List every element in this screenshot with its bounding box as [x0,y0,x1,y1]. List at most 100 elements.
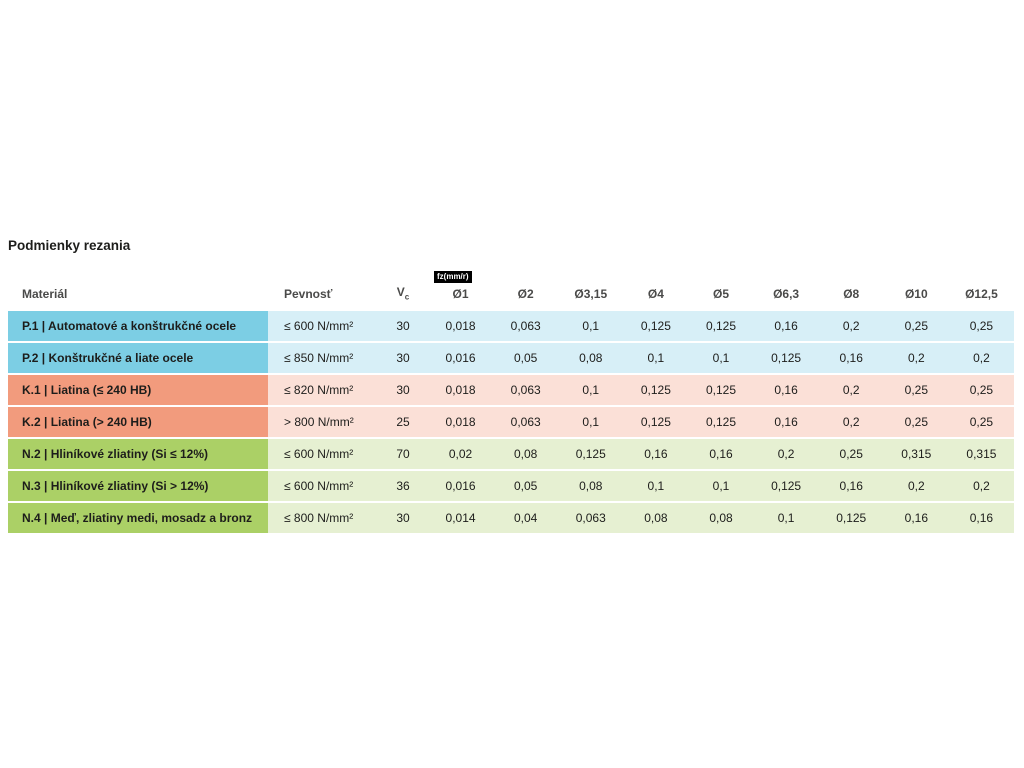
value-cell: 0,1 [623,343,689,374]
vc-cell: 30 [378,375,428,406]
value-cell: 0,08 [558,343,624,374]
table-row: P.2 | Konštrukčné a liate ocele ≤ 850 N/… [8,343,1014,374]
value-cell: 0,1 [753,503,819,534]
value-cell: 0,16 [818,343,884,374]
table-row: K.1 | Liatina (≤ 240 HB) ≤ 820 N/mm² 30 … [8,375,1014,406]
value-cell: 0,16 [753,407,819,438]
strength-cell: > 800 N/mm² [268,407,378,438]
vc-subscript: c [404,292,410,302]
vc-cell: 30 [378,343,428,374]
value-cell: 0,2 [818,375,884,406]
value-cell: 0,16 [948,503,1014,534]
value-cell: 0,1 [558,375,624,406]
value-cell: 0,16 [883,503,949,534]
value-cell: 0,02 [428,439,494,470]
table-row: P.1 | Automatové a konštrukčné ocele ≤ 6… [8,311,1014,342]
strength-cell: ≤ 820 N/mm² [268,375,378,406]
value-cell: 0,1 [558,407,624,438]
header-diameter-3: Ø3,15 [574,287,608,302]
value-cell: 0,08 [493,439,559,470]
cutting-conditions-table: Materiál Pevnosť Vc fz(mm/r) Ø1 Ø2 Ø3,15… [8,271,1014,535]
header-diameter-7: Ø8 [843,287,860,302]
value-cell: 0,063 [493,311,559,342]
vc-label: V [396,285,405,299]
header-diameter-8: Ø10 [904,287,928,302]
material-cell: P.2 | Konštrukčné a liate ocele [8,343,268,374]
value-cell: 0,125 [753,343,819,374]
strength-cell: ≤ 800 N/mm² [268,503,378,534]
value-cell: 0,063 [493,375,559,406]
value-cell: 0,08 [558,471,624,502]
value-cell: 0,16 [753,375,819,406]
strength-cell: ≤ 600 N/mm² [268,439,378,470]
value-cell: 0,016 [428,343,494,374]
header-diameter-4: Ø4 [647,287,664,302]
value-cell: 0,125 [818,503,884,534]
material-cell: K.2 | Liatina (> 240 HB) [8,407,268,438]
value-cell: 0,125 [688,407,754,438]
value-cell: 0,125 [558,439,624,470]
value-cell: 0,16 [688,439,754,470]
material-cell: K.1 | Liatina (≤ 240 HB) [8,375,268,406]
vc-cell: 30 [378,503,428,534]
table-row: N.3 | Hliníkové zliatiny (Si > 12%) ≤ 60… [8,471,1014,502]
value-cell: 0,08 [623,503,689,534]
material-cell: P.1 | Automatové a konštrukčné ocele [8,311,268,342]
value-cell: 0,125 [623,375,689,406]
header-material: Materiál [22,287,68,302]
value-cell: 0,125 [753,471,819,502]
value-cell: 0,25 [883,311,949,342]
strength-cell: ≤ 600 N/mm² [268,471,378,502]
material-cell: N.4 | Meď, zliatiny medi, mosadz a bronz [8,503,268,534]
value-cell: 0,125 [688,375,754,406]
table-row: N.2 | Hliníkové zliatiny (Si ≤ 12%) ≤ 60… [8,439,1014,470]
value-cell: 0,25 [948,311,1014,342]
value-cell: 0,08 [688,503,754,534]
value-cell: 0,315 [883,439,949,470]
vc-cell: 25 [378,407,428,438]
value-cell: 0,2 [883,343,949,374]
table-row: K.2 | Liatina (> 240 HB) > 800 N/mm² 25 … [8,407,1014,438]
value-cell: 0,1 [623,471,689,502]
value-cell: 0,2 [948,343,1014,374]
value-cell: 0,25 [948,375,1014,406]
value-cell: 0,04 [493,503,559,534]
header-diameter-1: fz(mm/r) Ø1 [428,271,493,309]
diameter-label: Ø1 [452,287,469,302]
vc-cell: 30 [378,311,428,342]
value-cell: 0,25 [818,439,884,470]
value-cell: 0,16 [623,439,689,470]
strength-cell: ≤ 850 N/mm² [268,343,378,374]
header-row: Materiál Pevnosť Vc fz(mm/r) Ø1 Ø2 Ø3,15… [8,271,1014,309]
value-cell: 0,063 [493,407,559,438]
header-diameter-5: Ø5 [712,287,729,302]
value-cell: 0,125 [623,407,689,438]
vc-cell: 70 [378,439,428,470]
material-cell: N.3 | Hliníkové zliatiny (Si > 12%) [8,471,268,502]
value-cell: 0,016 [428,471,494,502]
value-cell: 0,25 [883,407,949,438]
header-cutting-speed: Vc [378,283,428,309]
value-cell: 0,1 [688,343,754,374]
header-diameter-2: Ø2 [517,287,534,302]
value-cell: 0,16 [818,471,884,502]
header-diameter-9: Ø12,5 [965,287,998,302]
value-cell: 0,2 [818,311,884,342]
material-cell: N.2 | Hliníkové zliatiny (Si ≤ 12%) [8,439,268,470]
value-cell: 0,2 [818,407,884,438]
value-cell: 0,125 [688,311,754,342]
vc-cell: 36 [378,471,428,502]
value-cell: 0,25 [883,375,949,406]
value-cell: 0,05 [493,471,559,502]
value-cell: 0,05 [493,343,559,374]
value-cell: 0,16 [753,311,819,342]
fz-unit-badge: fz(mm/r) [434,271,472,283]
value-cell: 0,018 [428,311,494,342]
value-cell: 0,2 [948,471,1014,502]
page-title: Podmienky rezania [8,238,131,253]
cutting-conditions-section: Podmienky rezania Materiál Pevnosť Vc fz… [8,238,1014,535]
value-cell: 0,1 [688,471,754,502]
value-cell: 0,2 [753,439,819,470]
header-strength: Pevnosť [284,287,333,302]
value-cell: 0,125 [623,311,689,342]
